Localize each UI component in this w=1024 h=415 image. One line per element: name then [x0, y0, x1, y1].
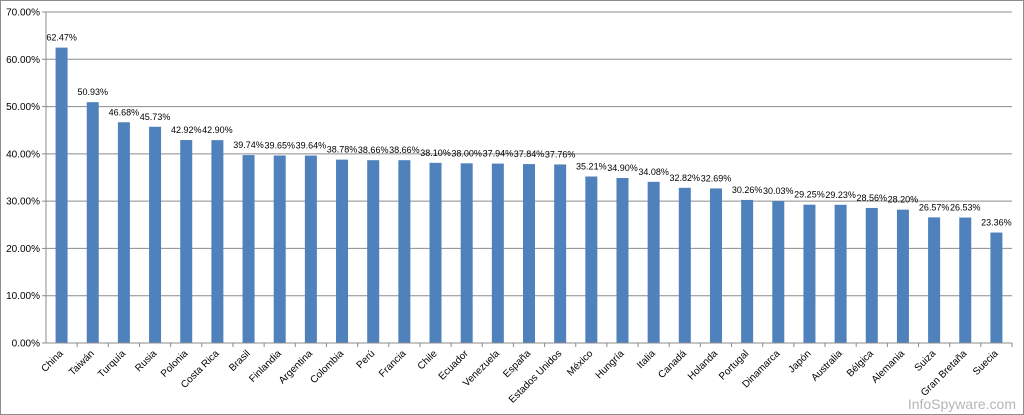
data-label: 39.64%	[296, 141, 327, 151]
bar	[180, 140, 193, 343]
data-label: 35.21%	[576, 162, 607, 172]
bar	[803, 204, 816, 343]
data-label: 28.56%	[857, 193, 888, 203]
bar	[896, 209, 909, 343]
data-label: 46.68%	[109, 107, 140, 117]
x-tick-label: Bélgica	[845, 348, 876, 379]
data-label: 50.93%	[77, 87, 108, 97]
bar	[55, 47, 68, 344]
x-tick-label: Perú	[355, 348, 378, 371]
bar	[273, 155, 286, 343]
bar	[928, 217, 941, 343]
data-label: 45.73%	[140, 112, 171, 122]
bar	[585, 176, 598, 343]
bar	[990, 232, 1003, 343]
bar	[460, 163, 473, 343]
x-tick-label: Japón	[787, 348, 814, 375]
y-tick-label: 30.00%	[6, 197, 40, 208]
bar	[834, 204, 847, 343]
bar	[865, 207, 878, 343]
bar	[554, 164, 567, 343]
x-tick-label: Colombia	[309, 348, 347, 386]
gridlines	[46, 11, 1012, 297]
bar	[304, 155, 317, 343]
bar	[429, 162, 442, 343]
x-tick-label: Taiwán	[67, 348, 97, 378]
y-tick-label: 0.00%	[12, 339, 40, 350]
data-label: 26.57%	[919, 202, 950, 212]
x-tick-label: Canadá	[656, 348, 689, 381]
x-tick-label: Holanda	[686, 348, 720, 382]
bar	[398, 160, 411, 343]
data-label: 62.47%	[46, 33, 77, 43]
data-label: 37.76%	[545, 149, 576, 159]
data-label: 38.10%	[420, 148, 451, 158]
data-label: 42.92%	[171, 125, 202, 135]
y-tick-label: 50.00%	[6, 102, 40, 113]
x-tick-label: Turquía	[96, 348, 128, 380]
data-label: 28.20%	[888, 195, 919, 205]
x-tick-label: China	[39, 348, 66, 375]
data-label: 37.94%	[483, 149, 514, 159]
bar	[709, 188, 722, 343]
bar	[491, 163, 504, 343]
bar	[523, 164, 535, 343]
watermark: InfoSpyware.com	[907, 396, 1016, 412]
bar	[117, 122, 130, 343]
bar	[741, 199, 754, 343]
x-tick-label: Italia	[635, 348, 658, 371]
data-label: 39.74%	[233, 140, 264, 150]
bar	[149, 126, 162, 344]
y-tick-label: 40.00%	[6, 149, 40, 160]
bar	[367, 160, 380, 343]
bar	[242, 155, 255, 343]
x-tick-label: Francia	[377, 348, 409, 380]
data-label: 30.03%	[763, 186, 794, 196]
x-tick-label: Brasil	[227, 348, 252, 373]
data-label: 34.90%	[607, 163, 638, 173]
data-label: 37.84%	[514, 149, 545, 159]
x-tick-label: Alemania	[870, 348, 908, 386]
y-tick-label: 70.00%	[6, 8, 40, 19]
data-label: 38.66%	[358, 145, 389, 155]
y-tick-label: 60.00%	[6, 55, 40, 66]
x-tick-label: Australia	[809, 348, 845, 384]
data-label: 30.26%	[732, 185, 763, 195]
data-label: 38.78%	[327, 145, 358, 155]
bar	[647, 181, 660, 343]
data-label: 38.00%	[451, 148, 482, 158]
data-label: 39.65%	[264, 141, 295, 151]
bar	[86, 102, 99, 343]
data-label: 29.23%	[825, 190, 856, 200]
data-label: 26.53%	[950, 203, 981, 213]
bar	[336, 159, 349, 343]
bar	[772, 201, 785, 343]
y-tick-label: 20.00%	[6, 244, 40, 255]
bar	[616, 177, 629, 343]
data-label: 29.25%	[794, 190, 825, 200]
y-tick-label: 10.00%	[6, 291, 40, 302]
x-tick-label: Rusia	[133, 348, 159, 374]
data-label: 34.08%	[638, 167, 669, 177]
x-tick-label: Chile	[416, 348, 440, 372]
x-tick-label: México	[565, 348, 595, 378]
y-axis: 0.00% 10.00% 20.00% 30.00% 40.00% 50.00% 60.00…	[6, 8, 47, 350]
x-tick-label: Suecia	[971, 348, 1001, 378]
data-label: 38.66%	[389, 145, 420, 155]
bars	[55, 47, 1003, 344]
data-label: 42.90%	[202, 125, 233, 135]
data-label: 32.69%	[701, 173, 732, 183]
data-labels: 62.47% 50.93%46.68% 45.73%42.92% 42.90%39.7…	[46, 33, 1011, 228]
bar	[959, 217, 972, 343]
data-label: 32.82%	[670, 173, 701, 183]
bar	[678, 187, 691, 343]
bar	[211, 140, 224, 343]
x-tick-label: Suiza	[913, 348, 939, 374]
x-tick-label: Hungría	[594, 348, 627, 381]
data-label: 23.36%	[981, 218, 1012, 228]
